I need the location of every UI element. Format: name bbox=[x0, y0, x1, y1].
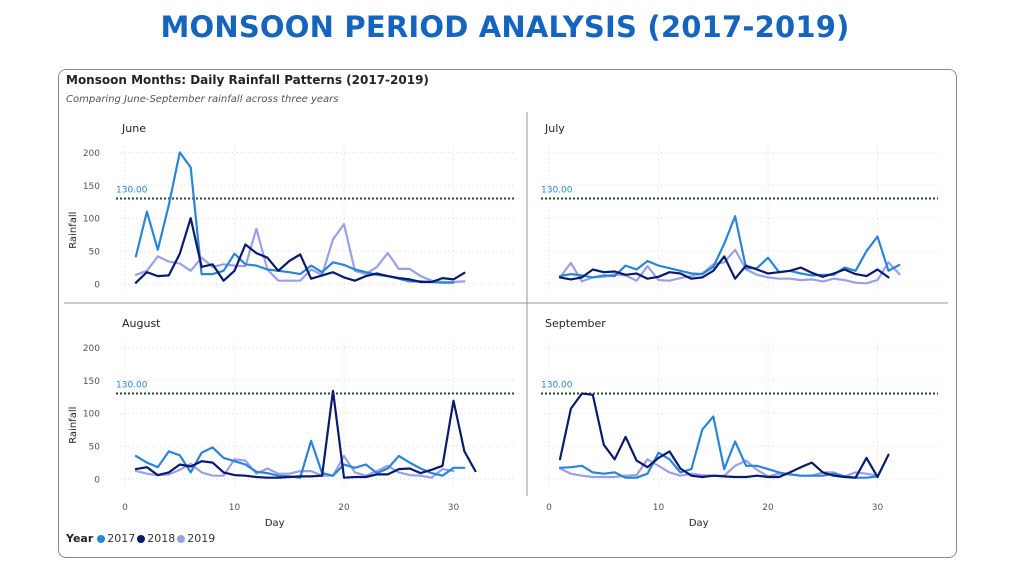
legend-item-2019[interactable]: 2019 bbox=[177, 532, 215, 545]
y-tick-label: 200 bbox=[83, 344, 100, 354]
x-axis-label: Day bbox=[689, 518, 709, 529]
panel-july: July 130.00 bbox=[541, 122, 940, 292]
series-line-2017 bbox=[558, 215, 901, 279]
y-tick-label: 100 bbox=[83, 410, 100, 420]
x-tick-label: 30 bbox=[872, 503, 884, 513]
series-line-2019 bbox=[134, 454, 455, 479]
legend-dot-2019 bbox=[177, 534, 186, 543]
y-tick-label: 50 bbox=[89, 248, 101, 258]
panel-august: August 0 50 100 150 200 Rainfall 0 10 20 30 Day 130.… bbox=[68, 317, 516, 529]
legend-dot-2018 bbox=[137, 534, 146, 543]
x-tick-label: 0 bbox=[122, 503, 128, 513]
reference-line-label: 130.00 bbox=[116, 380, 148, 390]
series-line-2019 bbox=[134, 223, 466, 284]
x-tick-label: 10 bbox=[229, 503, 241, 513]
x-axis-label: Day bbox=[265, 518, 285, 529]
panel-september: September 0 10 20 30 Day 130.00 bbox=[541, 317, 940, 529]
y-tick-label: 150 bbox=[83, 377, 100, 387]
y-axis-label: Rainfall bbox=[68, 212, 79, 249]
legend-item-2018[interactable]: 2018 bbox=[137, 532, 175, 545]
legend-item-2017[interactable]: 2017 bbox=[97, 532, 135, 545]
legend-title: Year bbox=[66, 532, 94, 545]
reference-line-label: 130.00 bbox=[116, 185, 148, 195]
reference-line-label: 130.00 bbox=[541, 380, 573, 390]
x-tick-label: 20 bbox=[338, 503, 350, 513]
panel-title: September bbox=[545, 317, 606, 330]
legend-label-2017: 2017 bbox=[107, 532, 136, 545]
series-line-2018 bbox=[134, 389, 477, 479]
panel-title: June bbox=[121, 122, 146, 135]
x-tick-label: 10 bbox=[653, 503, 665, 513]
y-axis-label: Rainfall bbox=[68, 407, 79, 444]
y-tick-label: 200 bbox=[83, 149, 100, 159]
series-line-2018 bbox=[134, 217, 466, 284]
y-tick-label: 50 bbox=[89, 443, 101, 453]
series-line-2017 bbox=[134, 439, 466, 479]
panel-title: July bbox=[544, 122, 565, 135]
page-title: MONSOON PERIOD ANALYSIS (2017-2019) bbox=[160, 10, 850, 44]
legend: Year 2017 2018 2019 bbox=[66, 532, 217, 545]
y-tick-label: 150 bbox=[83, 182, 100, 192]
series-line-2017 bbox=[134, 151, 455, 284]
x-tick-label: 30 bbox=[448, 503, 460, 513]
card-subtitle: Comparing June-September rainfall across… bbox=[66, 94, 339, 105]
y-tick-label: 0 bbox=[94, 476, 100, 486]
panel-title: August bbox=[122, 317, 161, 330]
panel-june: June 0 50 100 150 200 Rainfall 130.00 bbox=[68, 122, 516, 292]
card-title: Monsoon Months: Daily Rainfall Patterns … bbox=[66, 73, 429, 87]
series-line-2018 bbox=[558, 392, 890, 479]
legend-dot-2017 bbox=[97, 534, 106, 543]
x-tick-label: 0 bbox=[546, 503, 552, 513]
x-tick-label: 20 bbox=[762, 503, 774, 513]
legend-label-2019: 2019 bbox=[187, 532, 216, 545]
legend-label-2018: 2018 bbox=[147, 532, 176, 545]
series-line-2017 bbox=[558, 415, 879, 479]
series-line-2018 bbox=[558, 255, 890, 281]
reference-line-label: 130.00 bbox=[541, 185, 573, 195]
y-tick-label: 0 bbox=[94, 281, 100, 291]
y-tick-label: 100 bbox=[83, 215, 100, 225]
